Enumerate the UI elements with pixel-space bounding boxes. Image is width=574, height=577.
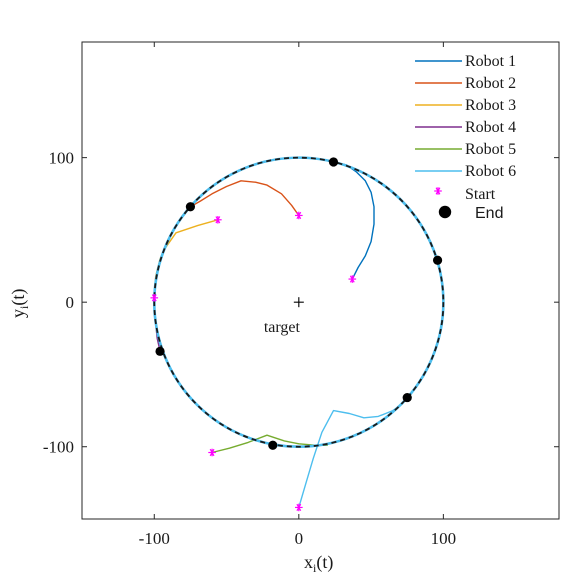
- y-tick-label: -100: [43, 438, 74, 457]
- legend-label: Robot 6: [465, 163, 516, 180]
- x-tick-label: 100: [431, 529, 457, 548]
- trajectory-robot-3: [153, 219, 219, 298]
- legend-entry-robot-5: Robot 5: [415, 141, 516, 158]
- start-marker-5: [208, 448, 216, 457]
- y-tick-label: 100: [49, 149, 75, 168]
- end-marker-5: [402, 392, 412, 403]
- target-label: target: [264, 319, 301, 336]
- plot-area: target: [150, 156, 445, 512]
- legend-entry-robot-1: Robot 1: [415, 53, 516, 70]
- legend-entry-robot-6: Robot 6: [415, 163, 516, 180]
- end-marker-4: [268, 440, 278, 450]
- legend-label: Start: [465, 186, 496, 203]
- start-marker-2: [295, 211, 303, 220]
- reference-circle: [153, 156, 445, 448]
- legend-end-marker: [438, 205, 452, 219]
- legend-label: Robot 4: [465, 119, 516, 136]
- legend-entry-robot-3: Robot 3: [415, 97, 516, 114]
- legend-label: Robot 2: [465, 75, 516, 92]
- legend: Robot 1 Robot 2 Robot 3 Robot 4 Robot 5 Robot…: [415, 53, 516, 222]
- start-marker-4: [150, 294, 159, 302]
- legend-label: Robot 3: [465, 97, 516, 114]
- legend-entry-robot-2: Robot 2: [415, 75, 516, 92]
- legend-start-marker: [434, 187, 442, 195]
- trajectory-robot-2: [190, 180, 300, 216]
- legend-entry-robot-4: Robot 4: [415, 119, 516, 136]
- y-axis-label: yi(t): [8, 289, 31, 318]
- legend-entry-start: Start: [434, 186, 496, 203]
- end-marker-6: [432, 255, 443, 265]
- end-marker-2: [185, 202, 196, 212]
- end-marker-1: [328, 157, 339, 167]
- trajectory-robot-1: [333, 161, 375, 280]
- x-tick-label: -100: [139, 529, 170, 548]
- legend-label: End: [475, 205, 503, 222]
- start-marker-3: [214, 215, 222, 224]
- x-tick-label: 0: [295, 529, 304, 548]
- start-marker-1: [348, 275, 357, 283]
- legend-label: Robot 5: [465, 141, 516, 158]
- x-axis-label: xi(t): [304, 552, 333, 575]
- legend-label: Robot 1: [465, 53, 516, 70]
- target-marker: [293, 297, 304, 308]
- axes: -100 0 100 -100 0 100: [43, 41, 560, 548]
- axes-box: [81, 41, 560, 520]
- y-tick-label: 0: [66, 293, 75, 312]
- legend-entry-end: End: [438, 205, 503, 222]
- end-marker-3: [155, 346, 165, 356]
- start-marker-6: [295, 503, 303, 512]
